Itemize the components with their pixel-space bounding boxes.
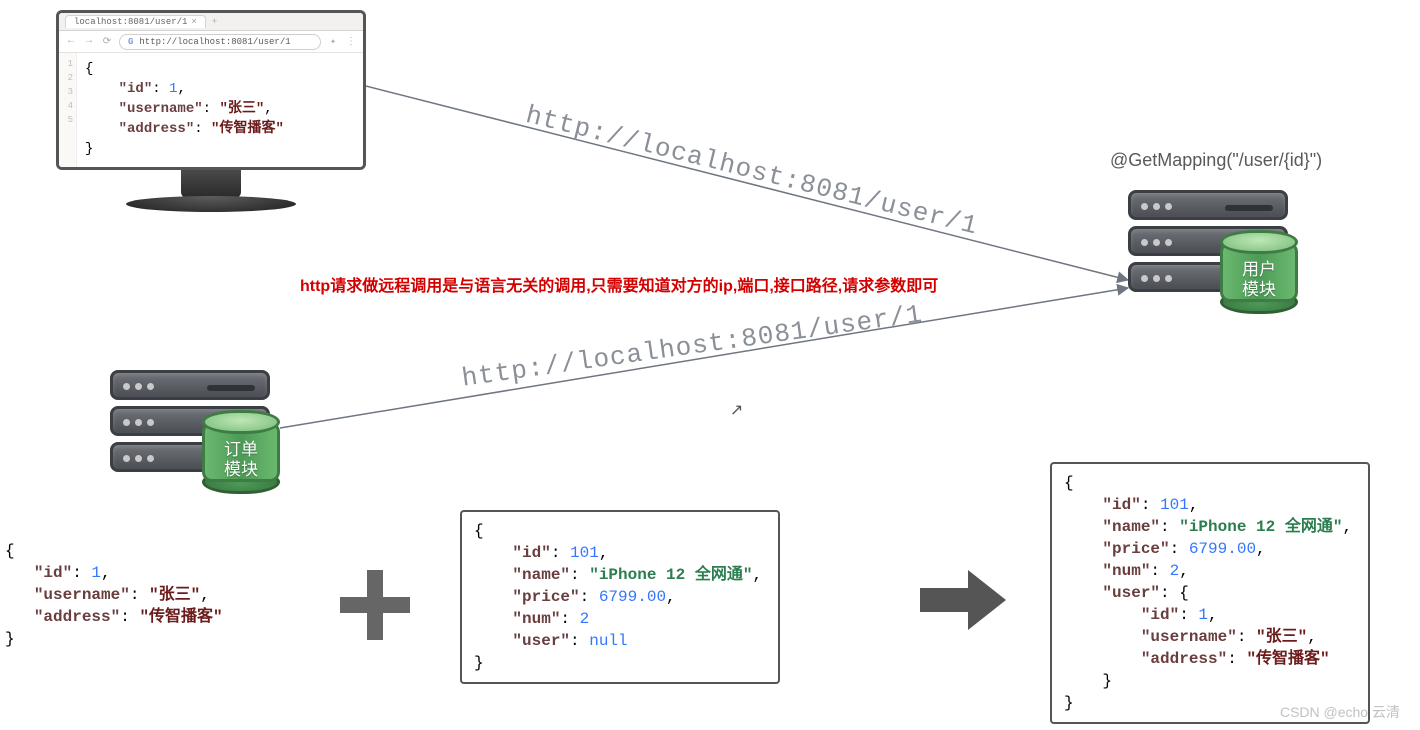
cursor-icon: ↖	[730, 400, 743, 420]
line-number-gutter: 1 2 3 4 5	[59, 53, 77, 167]
forward-icon[interactable]: →	[83, 36, 95, 47]
server-order: 订单 模块	[110, 370, 270, 480]
tab-title: localhost:8081/user/1	[74, 17, 187, 27]
close-icon[interactable]: ×	[191, 17, 196, 27]
snippet-order: { "id": 101, "name": "iPhone 12 全网通", "p…	[460, 510, 780, 684]
db-cylinder-icon: 用户 模块	[1220, 230, 1298, 314]
server-user: 用户 模块	[1128, 190, 1288, 300]
url-prefix-icon: G	[128, 37, 133, 47]
snippet-combined: { "id": 101, "name": "iPhone 12 全网通", "p…	[1050, 462, 1370, 724]
arrow-icon	[920, 570, 1010, 630]
plus-icon	[340, 570, 410, 640]
red-note: http请求做远程调用是与语言无关的调用,只需要知道对方的ip,端口,接口路径,…	[300, 272, 938, 296]
extension-icon[interactable]: ✦	[327, 36, 339, 48]
monitor-stand	[181, 170, 241, 198]
back-icon[interactable]: ←	[65, 36, 77, 47]
url-label-bottom: http://localhost:8081/user/1	[460, 299, 925, 393]
url-input[interactable]: G http://localhost:8081/user/1	[119, 34, 321, 50]
browser-tabbar[interactable]: localhost:8081/user/1 × +	[59, 13, 363, 31]
menu-icon[interactable]: ⋮	[345, 36, 357, 48]
browser-window: localhost:8081/user/1 × + ← → ⟳ G http:/…	[56, 10, 366, 170]
browser-addressbar: ← → ⟳ G http://localhost:8081/user/1 ✦ ⋮	[59, 31, 363, 53]
url-label-top: http://localhost:8081/user/1	[523, 100, 981, 242]
db-cylinder-icon: 订单 模块	[202, 410, 280, 494]
new-tab-icon[interactable]: +	[212, 17, 217, 27]
reload-icon[interactable]: ⟳	[101, 36, 113, 48]
snippet-user: { "id": 1, "username": "张三", "address": …	[5, 540, 223, 650]
server-user-label: 用户 模块	[1220, 260, 1298, 300]
monitor-base	[126, 196, 296, 212]
browser-monitor: localhost:8081/user/1 × + ← → ⟳ G http:/…	[56, 10, 366, 212]
url-text: http://localhost:8081/user/1	[139, 37, 290, 47]
browser-json-body: { "id": 1, "username": "张三", "address": …	[77, 53, 292, 167]
browser-page: 1 2 3 4 5 { "id": 1, "username": "张三", "…	[59, 53, 363, 167]
server-order-label: 订单 模块	[202, 440, 280, 480]
annotation-getmapping: @GetMapping("/user/{id}")	[1110, 150, 1322, 171]
watermark: CSDN @echo 云清	[1280, 702, 1400, 722]
browser-tab[interactable]: localhost:8081/user/1 ×	[65, 15, 206, 28]
